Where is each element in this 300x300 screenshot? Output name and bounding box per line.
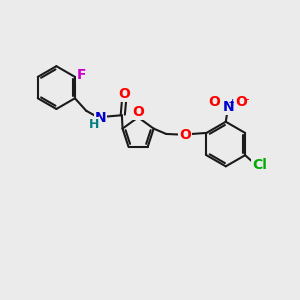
Text: O: O xyxy=(179,128,191,142)
Text: O: O xyxy=(236,95,247,110)
Text: N: N xyxy=(95,111,106,125)
Text: +: + xyxy=(228,98,237,108)
Text: O: O xyxy=(118,87,130,101)
Text: O: O xyxy=(132,105,144,119)
Text: Cl: Cl xyxy=(253,158,267,172)
Text: O: O xyxy=(208,95,220,110)
Text: N: N xyxy=(222,100,234,114)
Text: F: F xyxy=(77,68,86,82)
Text: -: - xyxy=(244,93,249,106)
Text: H: H xyxy=(89,118,99,131)
